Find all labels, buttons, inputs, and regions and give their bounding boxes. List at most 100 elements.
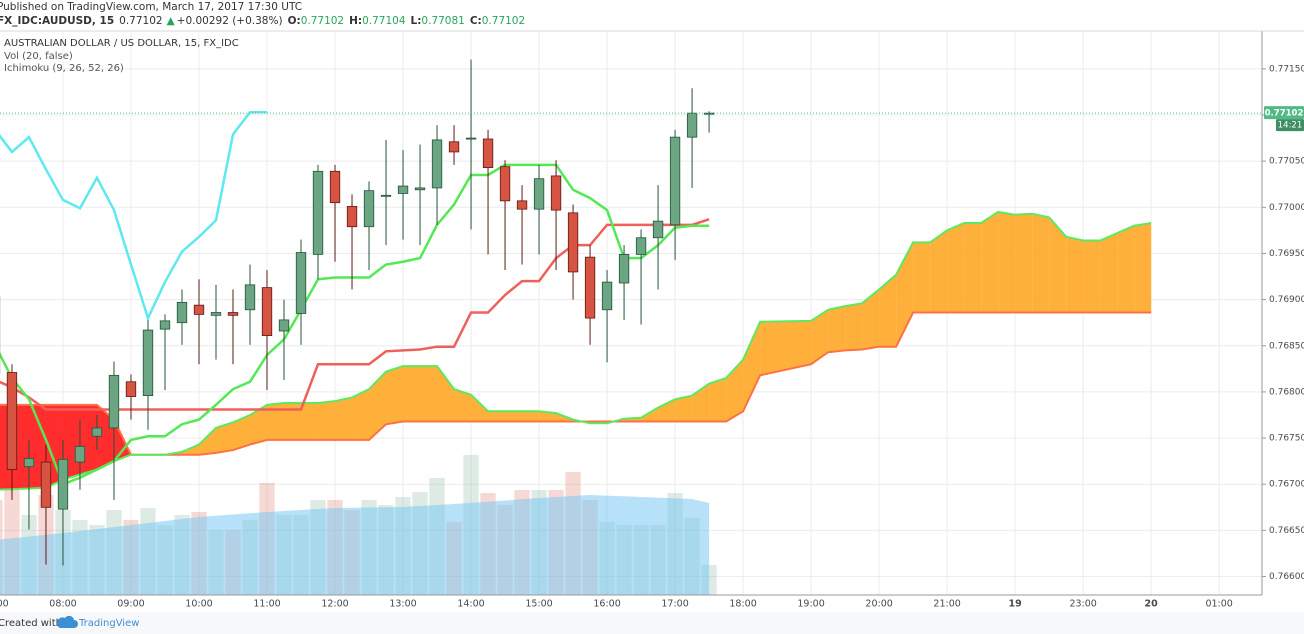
cloud-segment: [913, 242, 931, 313]
x-tick-label: 11:00: [253, 599, 280, 610]
x-tick-label: 17:00: [661, 599, 688, 610]
candle-body: [584, 256, 596, 319]
cloud-segment: [964, 223, 982, 313]
candle-body: [431, 139, 443, 189]
cloud-segment: [1117, 225, 1135, 313]
cloud-segment: [437, 366, 455, 422]
x-tick-label: 19: [1009, 599, 1022, 610]
candle-body: [125, 381, 137, 397]
cloud-segment: [760, 320, 812, 376]
indicator-line: [0, 218, 710, 411]
cloud-segment: [267, 403, 285, 440]
candle-body: [295, 252, 307, 314]
last-price-label: 0.77102: [1265, 109, 1304, 119]
h-value: 0.77104: [362, 15, 406, 27]
c-label: C:: [470, 15, 482, 27]
x-tick-label: 08:00: [49, 599, 76, 610]
candle-body: [312, 170, 324, 255]
cloud-segment: [743, 321, 761, 412]
change: +0.00292 (+0.38%): [177, 15, 283, 27]
y-tick-label: 0.76700: [1269, 480, 1304, 490]
x-tick-label: 23:00: [1069, 599, 1096, 610]
candle-body: [448, 141, 460, 153]
candle-body: [23, 457, 35, 468]
y-tick-label: 0.76950: [1269, 249, 1304, 259]
indicator-line: [0, 110, 268, 322]
candle-body: [142, 329, 154, 397]
plot-area: [0, 31, 1262, 595]
candle-body: [74, 445, 86, 463]
countdown-label: 14:21: [1278, 121, 1303, 131]
candle-body: [635, 237, 647, 255]
cloud-segment: [454, 389, 472, 422]
cloud-segment: [726, 359, 744, 422]
y-tick-label: 0.76750: [1269, 434, 1304, 444]
candle-body: [329, 170, 341, 204]
cloud-segment: [845, 303, 863, 351]
cloud-segment: [879, 274, 897, 347]
span-b-line: [0, 311, 1152, 456]
candle-body: [91, 427, 103, 437]
candle-body: [193, 304, 205, 315]
cloud-segment: [1049, 217, 1067, 313]
volume-ma-area: [0, 495, 710, 595]
c-value: 0.77102: [482, 15, 525, 27]
cloud-segment: [233, 415, 251, 451]
candle-body: [533, 178, 545, 210]
cloud-segment: [488, 411, 540, 422]
cloud-segment: [318, 401, 336, 440]
candle-body: [380, 194, 392, 197]
indicator: Vol (20, false): [4, 51, 73, 62]
y-tick-label: 0.77000: [1269, 203, 1304, 213]
cloud-segment: [216, 422, 234, 453]
candle-body: [414, 187, 426, 191]
candle-body: [108, 374, 120, 429]
candle-body: [397, 185, 409, 194]
candle-body: [278, 319, 290, 332]
x-tick-label: 15:00: [525, 599, 552, 610]
cloud-segment: [369, 371, 387, 440]
y-tick-label: 0.77150: [1269, 64, 1304, 74]
x-tick-label: 20: [1145, 599, 1159, 610]
candle-body: [227, 312, 239, 316]
cloud-segment: [198, 427, 217, 455]
cloud-segment: [284, 403, 319, 440]
cloud-segment: [828, 306, 846, 353]
cloud-segment: [386, 366, 404, 425]
cloud-segment: [1066, 236, 1084, 313]
x-tick-label: 09:00: [117, 599, 144, 610]
h-label: H:: [349, 15, 362, 27]
countdown-box: [1276, 119, 1304, 132]
candle-body: [550, 175, 562, 211]
candle-body: [516, 200, 528, 210]
cloud-segment: [675, 395, 693, 422]
arrow: ▲: [167, 15, 176, 27]
logo: [56, 615, 78, 628]
l-value: 0.77081: [421, 15, 464, 27]
y-tick-label: 0.77050: [1269, 157, 1304, 167]
candle-body: [652, 220, 664, 239]
cloud-segment: [1134, 223, 1152, 313]
cloud-segment: [930, 230, 948, 313]
y-tick-label: 0.76850: [1269, 341, 1304, 351]
symbol: FX_IDC:AUDUSD, 15: [0, 15, 114, 27]
candle-body: [686, 112, 698, 138]
cloud-segment: [1032, 213, 1050, 313]
candle-body: [57, 458, 69, 510]
candle-body: [465, 137, 477, 140]
published-note: Published on TradingView.com, March 17, …: [0, 1, 302, 13]
y-tick-label: 0.76900: [1269, 295, 1304, 305]
o-label: O:: [288, 15, 301, 27]
cloud-segment: [1083, 240, 1101, 313]
x-tick-label: 18:00: [729, 599, 756, 610]
y-tick-label: 0.76800: [1269, 387, 1304, 397]
footer-bar: [0, 612, 1304, 634]
footer-brand[interactable]: TradingView: [78, 618, 139, 629]
cloud-segment: [403, 366, 438, 422]
x-tick-label: 12:00: [321, 599, 348, 610]
candle-body: [244, 284, 256, 311]
candle-body: [482, 138, 494, 169]
x-tick-label: 10:00: [185, 599, 212, 610]
l-label: L:: [411, 15, 422, 27]
y-tick-label: 0.76600: [1269, 572, 1304, 582]
